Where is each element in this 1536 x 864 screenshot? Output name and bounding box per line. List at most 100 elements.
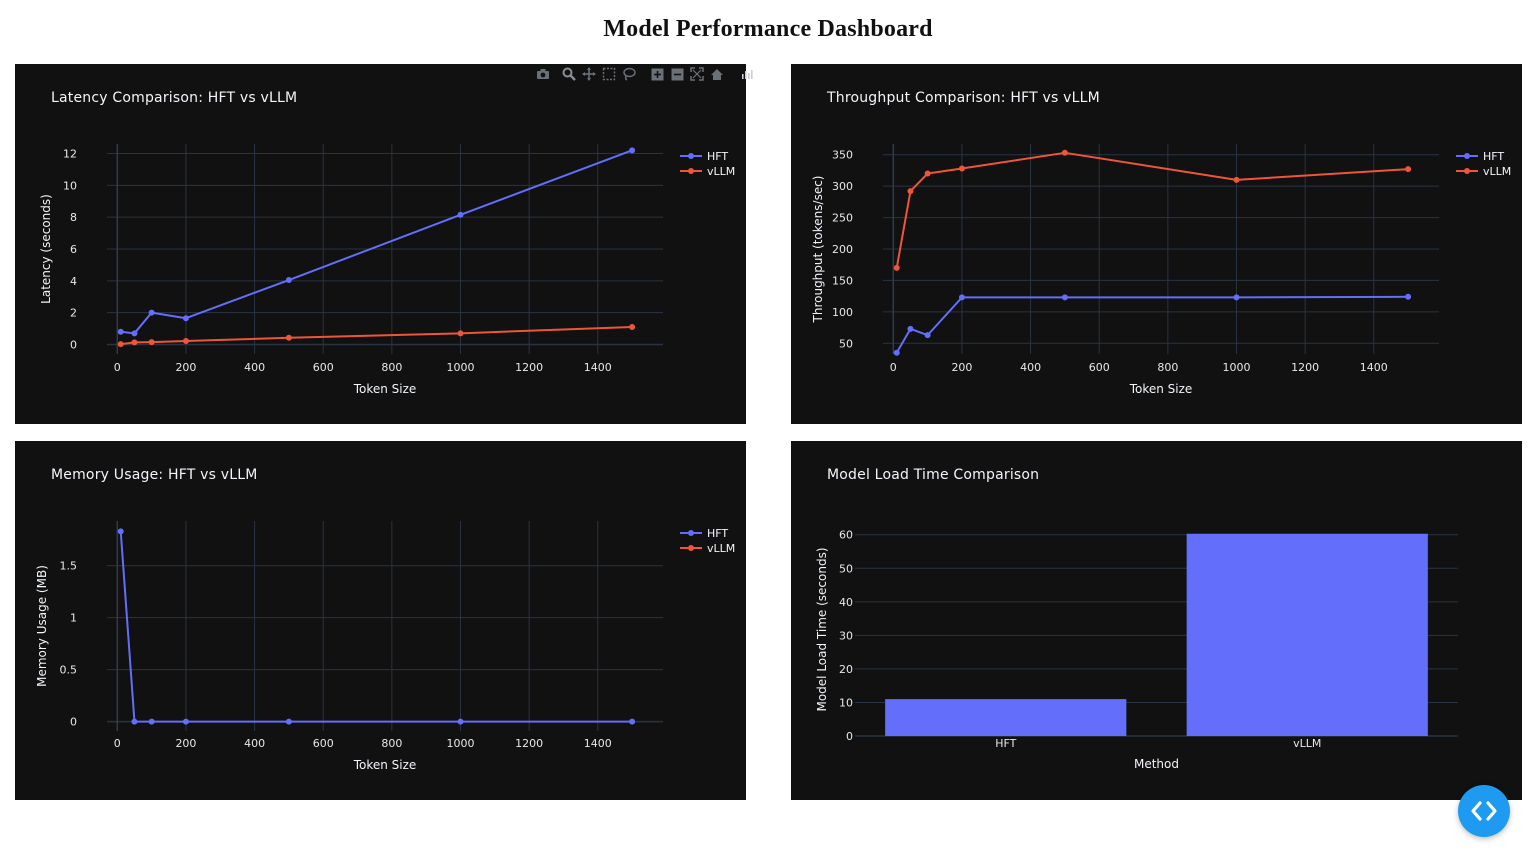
legend-label-vllm: vLLM	[707, 542, 735, 555]
x-tick-label: 200	[175, 361, 196, 374]
legend-label-hft: HFT	[1483, 150, 1504, 163]
y-tick-label: 4	[70, 275, 77, 288]
y-tick-label: 40	[839, 596, 853, 609]
throughput-chart-panel[interactable]: 0 200 400 600 800 1000 1200 1400 50 100 150 200 250 3…	[791, 64, 1522, 424]
y-tick-label: 300	[832, 180, 853, 193]
chart-title: Latency Comparison: HFT vs vLLM	[51, 90, 298, 106]
data-point-vllm	[285, 334, 292, 341]
data-point-hft	[907, 325, 914, 332]
y-tick-label: 0	[70, 338, 77, 351]
x-tick-label: 600	[313, 361, 334, 374]
y-tick-label: 6	[70, 243, 77, 256]
code-toggle-button[interactable]	[1458, 785, 1510, 837]
data-point-vllm	[629, 323, 636, 330]
y-axis-label: Model Load Time (seconds)	[815, 547, 829, 711]
lasso-select-icon[interactable]	[621, 66, 637, 82]
load-time-chart-svg[interactable]: 0 10 20 30 40 50 60 HFT vLLM Method Model Load Tim…	[791, 441, 1522, 800]
series-line-hft	[119, 531, 633, 723]
x-axis-label: Token Size	[353, 382, 417, 396]
autoscale-icon[interactable]	[689, 66, 705, 82]
zoom-icon[interactable]	[561, 66, 577, 82]
x-tick-label: HFT	[995, 737, 1016, 750]
data-point-hft	[182, 718, 189, 725]
data-point-hft	[117, 328, 124, 335]
data-point-hft	[893, 349, 900, 356]
pan-icon[interactable]	[581, 66, 597, 82]
bar-vllm	[1186, 533, 1428, 736]
legend-marker-hft	[688, 153, 694, 159]
throughput-chart-svg[interactable]: 0 200 400 600 800 1000 1200 1400 50 100 150 200 250 3…	[791, 64, 1522, 424]
zoom-in-icon[interactable]	[649, 66, 665, 82]
data-point-hft	[1061, 294, 1068, 301]
y-tick-label: 0	[70, 716, 77, 729]
y-tick-label: 20	[839, 663, 853, 676]
box-select-icon[interactable]	[601, 66, 617, 82]
data-point-vllm	[182, 337, 189, 344]
y-axis-label: Throughput (tokens/sec)	[811, 176, 825, 324]
legend-marker-vllm	[1464, 168, 1470, 174]
y-tick-label: 50	[839, 337, 853, 350]
x-tick-label: 1000	[447, 361, 475, 374]
camera-icon[interactable]	[535, 66, 551, 82]
y-tick-label: 10	[63, 179, 77, 192]
latency-chart-panel[interactable]: 0 200 400 600 800 1000 1200 1400 0 2 4 6 8 10 12 Token …	[15, 64, 753, 424]
memory-chart-svg[interactable]: 0 200 400 600 800 1000 1200 1400 0 0.5 1 1.5 Token S…	[15, 441, 746, 800]
x-tick-label: 1400	[1360, 361, 1388, 374]
plot-modebar	[535, 66, 755, 82]
zoom-out-icon[interactable]	[669, 66, 685, 82]
code-brackets-icon	[1471, 801, 1497, 821]
legend-marker-hft	[688, 530, 694, 536]
data-point-hft	[131, 718, 138, 725]
x-axis-label: Token Size	[353, 758, 417, 772]
legend-marker-hft	[1464, 153, 1470, 159]
data-point-vllm	[924, 170, 931, 177]
plotly-logo-icon[interactable]	[739, 66, 755, 82]
x-tick-label: 1200	[515, 737, 543, 750]
y-tick-label: 1	[70, 612, 77, 625]
x-tick-label: 1400	[584, 361, 612, 374]
y-tick-label: 50	[839, 562, 853, 575]
y-tick-label: 350	[832, 149, 853, 162]
x-tick-label: 1000	[447, 737, 475, 750]
y-tick-label: 200	[832, 243, 853, 256]
series-line-hft	[895, 295, 1409, 354]
reset-axes-icon[interactable]	[709, 66, 725, 82]
x-tick-label: 1400	[584, 737, 612, 750]
y-tick-label: 0	[846, 730, 853, 743]
page-title: Model Performance Dashboard	[603, 16, 933, 42]
memory-chart-panel[interactable]: 0 200 400 600 800 1000 1200 1400 0 0.5 1 1.5 Token S…	[15, 441, 746, 800]
data-point-hft	[457, 211, 464, 218]
y-tick-label: 100	[832, 306, 853, 319]
y-tick-label: 0.5	[60, 664, 78, 677]
x-tick-label: 0	[890, 361, 897, 374]
data-point-hft	[182, 315, 189, 322]
series-line-vllm	[895, 151, 1409, 269]
x-tick-label: 0	[114, 361, 121, 374]
legend-label-hft: HFT	[707, 150, 728, 163]
data-point-vllm	[131, 339, 138, 346]
y-axis-label: Latency (seconds)	[39, 194, 53, 304]
chart-title: Model Load Time Comparison	[827, 467, 1040, 483]
y-tick-label: 1.5	[60, 560, 78, 573]
data-point-vllm	[907, 188, 914, 195]
latency-chart-svg[interactable]: 0 200 400 600 800 1000 1200 1400 0 2 4 6 8 10 12 Token …	[15, 64, 746, 424]
data-point-vllm	[1233, 176, 1240, 183]
chart-title: Throughput Comparison: HFT vs vLLM	[827, 90, 1100, 106]
data-point-hft	[117, 528, 124, 535]
x-tick-label: 600	[313, 737, 334, 750]
x-axis-label: Method	[1134, 757, 1179, 771]
x-tick-label: 1200	[1291, 361, 1319, 374]
data-point-vllm	[148, 339, 155, 346]
data-point-hft	[457, 718, 464, 725]
y-tick-label: 60	[839, 529, 853, 542]
x-tick-label: 400	[1020, 361, 1041, 374]
data-point-hft	[285, 718, 292, 725]
series-line-hft	[120, 149, 633, 335]
data-point-vllm	[958, 165, 965, 172]
legend-label-hft: HFT	[707, 527, 728, 540]
y-axis-label: Memory Usage (MB)	[35, 565, 49, 687]
chart-title: Memory Usage: HFT vs vLLM	[51, 467, 258, 483]
x-tick-label: 400	[244, 737, 265, 750]
data-point-vllm	[457, 330, 464, 337]
load-time-chart-panel[interactable]: 0 10 20 30 40 50 60 HFT vLLM Method Model Load Tim…	[791, 441, 1522, 800]
